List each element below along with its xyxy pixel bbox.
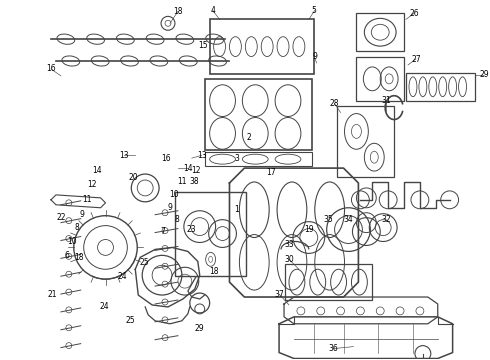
Text: 35: 35 [324,215,334,224]
Bar [205,152,312,166]
Text: 10: 10 [169,190,179,199]
Text: 17: 17 [267,167,276,176]
Text: 36: 36 [329,344,339,353]
Text: 19: 19 [304,225,314,234]
Text: 22: 22 [56,213,66,222]
Text: 25: 25 [139,258,149,267]
Text: 8: 8 [74,223,79,232]
Bar [406,73,475,101]
Text: 3: 3 [234,154,239,163]
Text: 1: 1 [234,205,239,214]
Bar [210,19,314,74]
Text: 18: 18 [209,267,219,276]
Text: 9: 9 [168,203,172,212]
Text: 9: 9 [79,210,84,219]
Text: 13: 13 [197,151,206,160]
Text: 12: 12 [87,180,97,189]
Text: 18: 18 [173,7,183,16]
Text: 9: 9 [312,51,317,60]
Text: 33: 33 [284,240,294,249]
Text: 11: 11 [177,177,187,186]
Bar [356,57,404,101]
Text: 14: 14 [92,166,101,175]
Text: 4: 4 [210,6,215,15]
Text: 28: 28 [330,99,340,108]
Text: 31: 31 [381,96,391,105]
Text: 29: 29 [480,70,489,79]
Text: 24: 24 [100,302,109,311]
Text: 16: 16 [46,64,56,73]
Text: 14: 14 [183,163,193,172]
Text: 27: 27 [411,54,421,63]
Text: 6: 6 [64,251,69,260]
Bar [205,79,312,150]
Text: 26: 26 [409,9,419,18]
Text: 7: 7 [161,227,166,236]
Bar [356,13,404,51]
Text: 30: 30 [284,255,294,264]
Text: 5: 5 [311,6,316,15]
Text: 25: 25 [125,316,135,325]
Text: 16: 16 [161,154,171,163]
Text: 11: 11 [82,195,92,204]
Text: 38: 38 [189,177,198,186]
Text: 37: 37 [274,289,284,298]
Text: 32: 32 [381,215,391,224]
Bar [285,264,372,300]
Text: 23: 23 [187,225,196,234]
Text: 12: 12 [191,166,200,175]
Text: 18: 18 [74,253,83,262]
Text: 10: 10 [67,237,76,246]
Bar [337,105,394,177]
Text: 21: 21 [47,289,57,298]
Text: 29: 29 [195,324,204,333]
Text: 24: 24 [118,272,127,281]
Text: 34: 34 [343,215,353,224]
Text: 2: 2 [247,133,252,142]
Bar [175,192,246,276]
Text: 20: 20 [128,172,138,181]
Text: 8: 8 [174,215,179,224]
Text: 13: 13 [120,151,129,160]
Text: 15: 15 [198,41,208,50]
